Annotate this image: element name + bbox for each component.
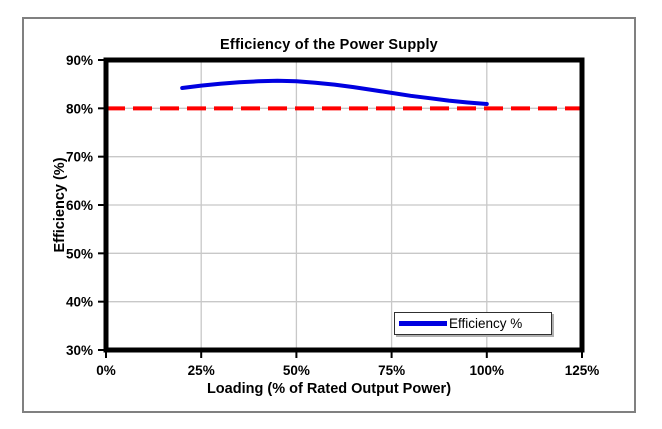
x-tick-label: 100% — [470, 363, 505, 378]
y-tick-label: 90% — [66, 53, 93, 68]
y-tick-label: 60% — [66, 198, 93, 213]
legend-line-sample-icon — [399, 321, 447, 326]
x-tick-label: 0% — [96, 363, 116, 378]
plot-border — [103, 57, 585, 353]
x-tick-label: 25% — [188, 363, 215, 378]
x-tick-label: 125% — [565, 363, 600, 378]
y-tick-label: 30% — [66, 343, 93, 358]
x-axis-title: Loading (% of Rated Output Power) — [206, 381, 452, 397]
y-tick-label: 50% — [66, 246, 93, 261]
x-tick-label: 50% — [283, 363, 310, 378]
efficiency-curve — [180, 78, 489, 106]
legend-label: Efficiency % — [449, 316, 523, 331]
legend: Efficiency % — [394, 312, 552, 335]
y-axis-title: Efficiency (%) — [52, 157, 68, 253]
y-tick-label: 70% — [66, 150, 93, 165]
x-tick-label: 75% — [378, 363, 405, 378]
chart-title: Efficiency of the Power Supply — [220, 37, 438, 53]
y-tick-label: 40% — [66, 295, 93, 310]
y-tick-label: 80% — [66, 101, 93, 116]
